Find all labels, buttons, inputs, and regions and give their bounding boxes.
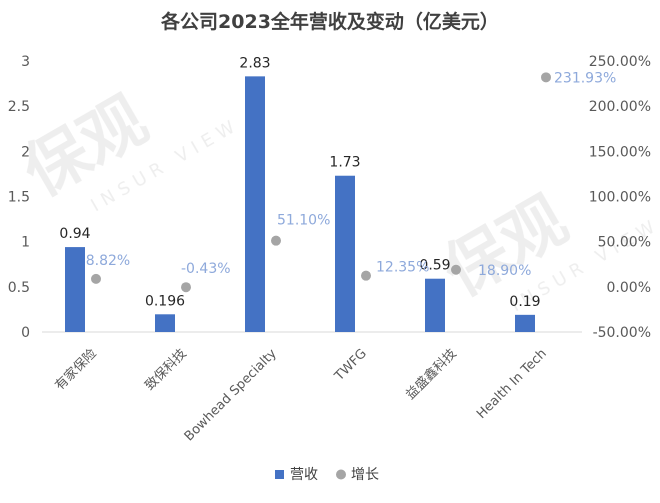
left-tick-label: 3 — [21, 54, 30, 70]
category-label: 益盛鑫科技 — [403, 346, 460, 403]
right-tick-label: 150.00% — [589, 144, 651, 160]
growth-data-label: 8.82% — [86, 253, 130, 269]
growth-point — [181, 282, 191, 293]
category-label: Bowhead Specialty — [182, 346, 280, 444]
left-tick-label: 0.5 — [8, 280, 30, 296]
growth-points — [91, 72, 551, 293]
growth-point — [361, 270, 371, 281]
revenue-labels: 0.94 0.196 2.83 1.73 0.59 0.19 — [59, 55, 540, 309]
right-tick-label: 250.00% — [589, 54, 651, 70]
revenue-bar — [155, 314, 175, 332]
revenue-bar — [245, 76, 265, 333]
revenue-bars — [65, 76, 535, 333]
left-tick-label: 2.5 — [8, 99, 30, 115]
revenue-bar — [335, 175, 355, 332]
revenue-data-label: 0.59 — [419, 258, 450, 274]
legend-revenue-swatch — [275, 470, 284, 479]
growth-point — [271, 235, 281, 246]
revenue-data-label: 0.19 — [509, 294, 540, 310]
watermark-logo-left: 保观 INSUR VIEW — [12, 83, 244, 216]
revenue-bar — [515, 314, 535, 332]
growth-point — [91, 273, 101, 284]
growth-point — [451, 264, 461, 275]
legend-growth-swatch — [336, 469, 346, 480]
growth-data-label: 18.90% — [478, 263, 531, 279]
category-label: TWFG — [331, 346, 369, 384]
legend-growth-label: 增长 — [351, 467, 379, 483]
chart-title: 各公司2023全年营收及变动（亿美元） — [160, 10, 499, 33]
category-label: 致保科技 — [142, 346, 189, 393]
left-tick-label: 2 — [21, 144, 30, 160]
left-tick-label: 0 — [21, 325, 30, 341]
revenue-data-label: 0.196 — [145, 293, 185, 309]
right-tick-label: -50.00% — [593, 325, 651, 341]
left-tick-label: 1 — [21, 235, 30, 251]
right-axis: -50.00% 0.00% 50.00% 100.00% 150.00% 200.00% 2… — [589, 54, 651, 341]
legend: 营收 增长 — [275, 467, 379, 483]
revenue-data-label: 1.73 — [329, 155, 360, 171]
left-axis: 0 0.5 1 1.5 2 2.5 3 — [8, 54, 30, 341]
growth-labels: 8.82% -0.43% 51.10% 12.35% 18.90% 231.93% — [86, 70, 617, 278]
growth-data-label: 231.93% — [554, 70, 616, 86]
right-tick-label: 200.00% — [589, 99, 651, 115]
growth-data-label: 51.10% — [277, 213, 330, 229]
category-label: 有家保险 — [52, 346, 100, 394]
right-tick-label: 0.00% — [607, 280, 651, 296]
growth-point — [541, 72, 551, 83]
growth-data-label: -0.43% — [181, 261, 231, 277]
revenue-bar — [425, 278, 445, 332]
legend-revenue-label: 营收 — [290, 467, 318, 483]
right-tick-label: 50.00% — [598, 235, 651, 251]
growth-data-label: 12.35% — [376, 260, 429, 276]
category-label: Health In Tech — [474, 346, 550, 422]
right-tick-label: 100.00% — [589, 190, 651, 206]
revenue-data-label: 2.83 — [239, 55, 270, 71]
revenue-data-label: 0.94 — [59, 226, 90, 242]
left-tick-label: 1.5 — [8, 190, 30, 206]
revenue-bar — [65, 247, 85, 332]
